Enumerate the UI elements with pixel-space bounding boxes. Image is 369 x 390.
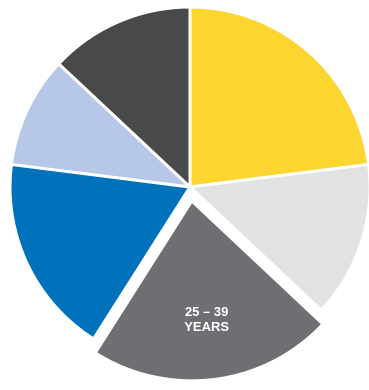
- pie-slice: [188, 5, 369, 189]
- pie-slice: [93, 199, 325, 383]
- pie-slice: [57, 5, 192, 189]
- slice-label: 25 – 39 YEARS: [184, 303, 230, 334]
- pie-slice: [9, 62, 192, 189]
- pie-slice: [8, 162, 192, 341]
- pie-slice: [188, 162, 369, 312]
